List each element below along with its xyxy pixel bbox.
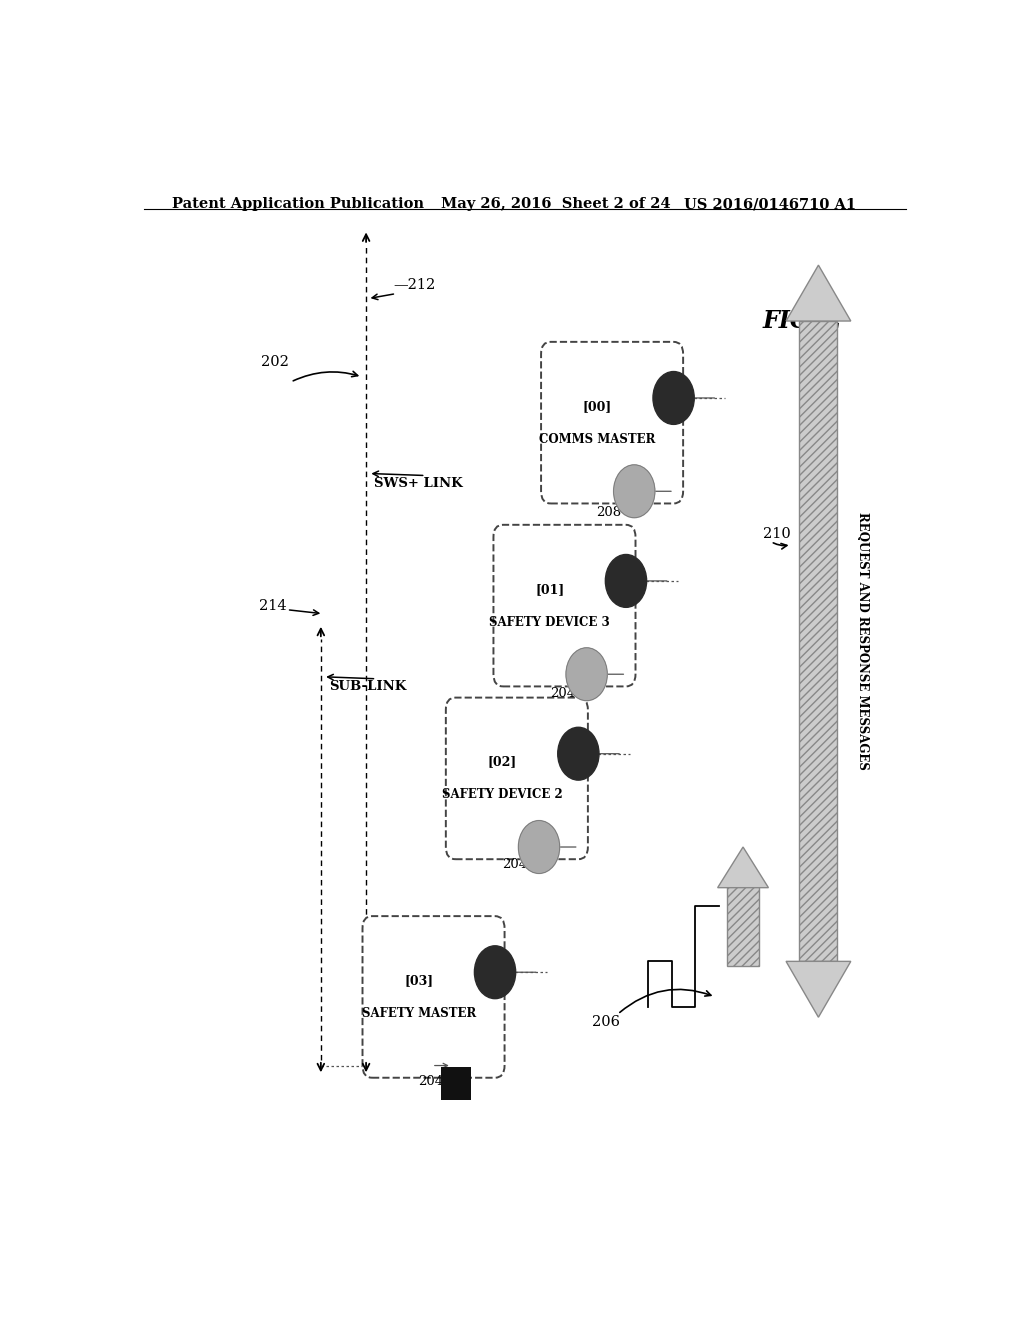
Polygon shape (718, 847, 768, 887)
Text: REQUEST AND RESPONSE MESSAGES: REQUEST AND RESPONSE MESSAGES (856, 512, 868, 770)
Text: [03]: [03] (404, 974, 433, 987)
Circle shape (605, 554, 646, 607)
FancyBboxPatch shape (494, 525, 636, 686)
FancyBboxPatch shape (541, 342, 683, 503)
Circle shape (474, 946, 516, 999)
Text: 204₁: 204₁ (418, 1076, 449, 1088)
Bar (727, 883, 759, 966)
Text: [02]: [02] (487, 755, 517, 768)
Text: 210: 210 (763, 528, 791, 541)
Text: 204₂: 204₂ (503, 858, 534, 871)
Text: —212: —212 (394, 279, 436, 293)
Text: 204₃: 204₃ (550, 686, 581, 700)
Text: SAFETY DEVICE 2: SAFETY DEVICE 2 (441, 788, 562, 801)
Text: May 26, 2016  Sheet 2 of 24: May 26, 2016 Sheet 2 of 24 (441, 197, 671, 211)
Text: FIG. 2: FIG. 2 (763, 309, 843, 333)
Polygon shape (786, 961, 851, 1018)
Text: 208: 208 (596, 506, 622, 519)
Text: [01]: [01] (536, 582, 564, 595)
Text: [00]: [00] (583, 400, 612, 413)
Text: SAFETY DEVICE 3: SAFETY DEVICE 3 (489, 615, 610, 628)
Text: SAFETY MASTER: SAFETY MASTER (361, 1007, 476, 1020)
Text: SUB-LINK: SUB-LINK (329, 680, 407, 693)
Circle shape (518, 821, 560, 874)
Text: 202: 202 (261, 355, 289, 368)
FancyBboxPatch shape (445, 697, 588, 859)
Text: Patent Application Publication: Patent Application Publication (172, 197, 424, 211)
Circle shape (653, 371, 694, 425)
Text: 214: 214 (259, 598, 287, 612)
Circle shape (613, 465, 655, 517)
Polygon shape (786, 265, 851, 321)
Text: US 2016/0146710 A1: US 2016/0146710 A1 (684, 197, 856, 211)
FancyBboxPatch shape (362, 916, 505, 1077)
Text: COMMS MASTER: COMMS MASTER (540, 433, 655, 446)
Circle shape (558, 727, 599, 780)
Bar (440, 1068, 471, 1101)
Circle shape (566, 648, 607, 701)
Text: 206: 206 (592, 1015, 620, 1030)
Bar (800, 321, 838, 961)
Text: SWS+ LINK: SWS+ LINK (374, 477, 463, 490)
